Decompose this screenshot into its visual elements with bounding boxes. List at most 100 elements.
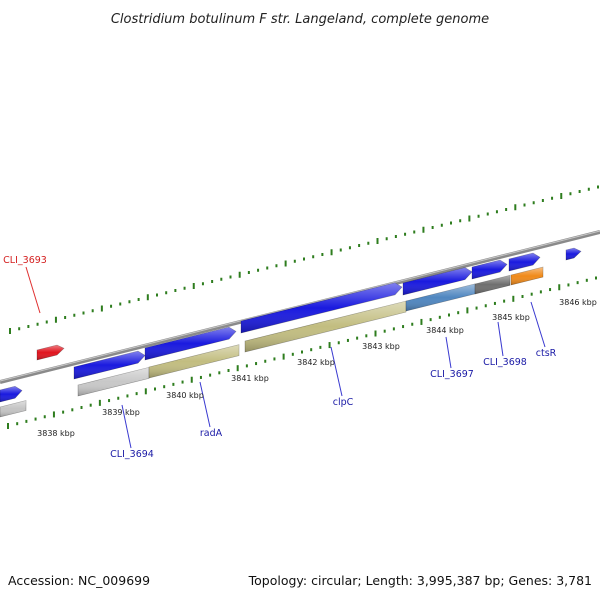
lower-track-dot: [356, 336, 359, 340]
lower-track-dot: [365, 334, 368, 338]
lower-track-dot: [438, 315, 441, 319]
lower-track-dot: [402, 325, 405, 329]
upper-track-dot: [541, 199, 544, 202]
leader-line-cli_3693: [25, 266, 41, 314]
left-edge-cds: [0, 385, 23, 403]
lower-track-dot: [530, 292, 533, 296]
kbp-tick-label: 3843 kbp: [362, 342, 400, 351]
lower-track-dot: [7, 423, 9, 429]
upper-track-dot: [201, 282, 204, 286]
gene-label-clpc: clpC: [333, 397, 354, 408]
lower-track-dot: [282, 353, 285, 360]
lower-track-dot: [346, 338, 349, 342]
leader-line-cli_3694: [121, 404, 132, 449]
upper-track-dot: [551, 196, 554, 200]
upper-track-dot: [238, 271, 241, 278]
lower-track-dot: [273, 357, 276, 361]
upper-track-dot: [36, 322, 39, 326]
kbp-tick-labels: 3838 kbp 3839 kbp 3840 kbp 3841 kbp 3842 kbp…: [37, 298, 597, 438]
gene-label-cli_3693: CLI_3693: [3, 255, 47, 266]
lower-track-dot: [62, 410, 65, 414]
upper-track-dot: [18, 327, 21, 331]
upper-track-dot: [275, 264, 278, 268]
lower-track-dot: [236, 365, 239, 372]
upper-track-dot: [560, 193, 563, 199]
kbp-tick-label: 3838 kbp: [37, 429, 75, 438]
lower-track-dot: [383, 329, 386, 333]
upper-track-dot: [523, 203, 526, 207]
gene-features: [0, 247, 582, 418]
gene-label-rada: radA: [200, 428, 223, 439]
lower-track-dot: [493, 301, 496, 305]
upper-track-dot: [247, 271, 250, 274]
upper-track-dot: [128, 300, 131, 304]
lower-track-dot: [144, 388, 147, 395]
upper-track-dot: [468, 215, 471, 222]
accession-text: Accession: NC_009699: [8, 573, 150, 588]
kbp-tick-label: 3845 kbp: [492, 313, 530, 322]
upper-track-dot: [156, 293, 158, 297]
upper-track-dot: [110, 304, 113, 308]
lower-track-dot: [199, 375, 202, 379]
upper-track-dot: [477, 214, 480, 218]
kbp-tick-label: 3844 kbp: [426, 326, 464, 335]
ctsR-gene: [510, 266, 544, 286]
upper-track-dot: [266, 266, 269, 270]
lower-track-dot: [16, 422, 19, 426]
lower-track-dot: [549, 288, 552, 292]
lower-track-dot: [52, 411, 55, 418]
upper-track-dot: [211, 280, 214, 283]
upper-track-dot: [376, 238, 379, 244]
radA-cds: [144, 326, 237, 361]
lower-track-dot: [245, 364, 248, 368]
upper-track-dot: [45, 320, 48, 324]
upper-track-dot: [137, 298, 140, 301]
lower-track-dot: [154, 387, 156, 391]
lower-track-dot: [466, 307, 469, 314]
leader-line-cli_3698: [497, 321, 504, 357]
gene-labels: CLI_3693 CLI_3694 radA clpC CLI_3697 CLI_3698…: [3, 255, 556, 460]
lower-track-dot: [98, 399, 101, 406]
red-gene: [36, 344, 65, 361]
upper-track-dot: [312, 255, 315, 259]
lower-track-dot: [585, 278, 588, 282]
lower-track-dot: [328, 342, 331, 349]
lower-track-dot: [411, 322, 414, 326]
upper-track-dot: [330, 249, 333, 256]
radA-gene: [148, 344, 240, 379]
lower-track-dot: [117, 396, 120, 400]
leader-line-cli_3697: [445, 336, 452, 369]
lower-track-dot: [475, 306, 478, 310]
upper-track-dot: [183, 286, 186, 290]
lower-track-dot: [457, 311, 460, 315]
lower-track-dot: [503, 299, 506, 303]
upper-track-dot: [358, 244, 361, 247]
upper-track-dot: [27, 325, 30, 328]
left-edge-gene: [0, 400, 27, 418]
upper-track-dot: [174, 289, 177, 292]
upper-track-dot: [495, 210, 498, 214]
upper-track-dot: [257, 268, 260, 272]
lower-track-dot: [218, 371, 221, 375]
upper-track-dot: [229, 275, 232, 279]
upper-track-dot: [450, 221, 452, 225]
lower-track-dot: [337, 341, 340, 345]
upper-track-dot: [431, 226, 434, 229]
lower-track-dot: [448, 313, 450, 317]
upper-track-dot: [293, 259, 296, 263]
upper-track-dot: [339, 248, 342, 252]
CLI_3694-gene: [77, 367, 150, 397]
lower-track-dot: [420, 318, 423, 325]
kbp-tick-label: 3846 kbp: [559, 298, 597, 307]
lower-track-dot: [301, 350, 303, 354]
ctsR-cds: [508, 252, 541, 272]
upper-track-dot: [165, 291, 168, 295]
kbp-tick-label: 3840 kbp: [166, 391, 204, 400]
kbp-tick-label: 3841 kbp: [231, 374, 269, 383]
dotted-tracks: [7, 185, 599, 429]
upper-track-dot: [569, 192, 572, 196]
gene-label-cli_3694: CLI_3694: [110, 449, 154, 460]
lower-track-dot: [512, 295, 515, 302]
lower-track-dot: [108, 399, 111, 403]
